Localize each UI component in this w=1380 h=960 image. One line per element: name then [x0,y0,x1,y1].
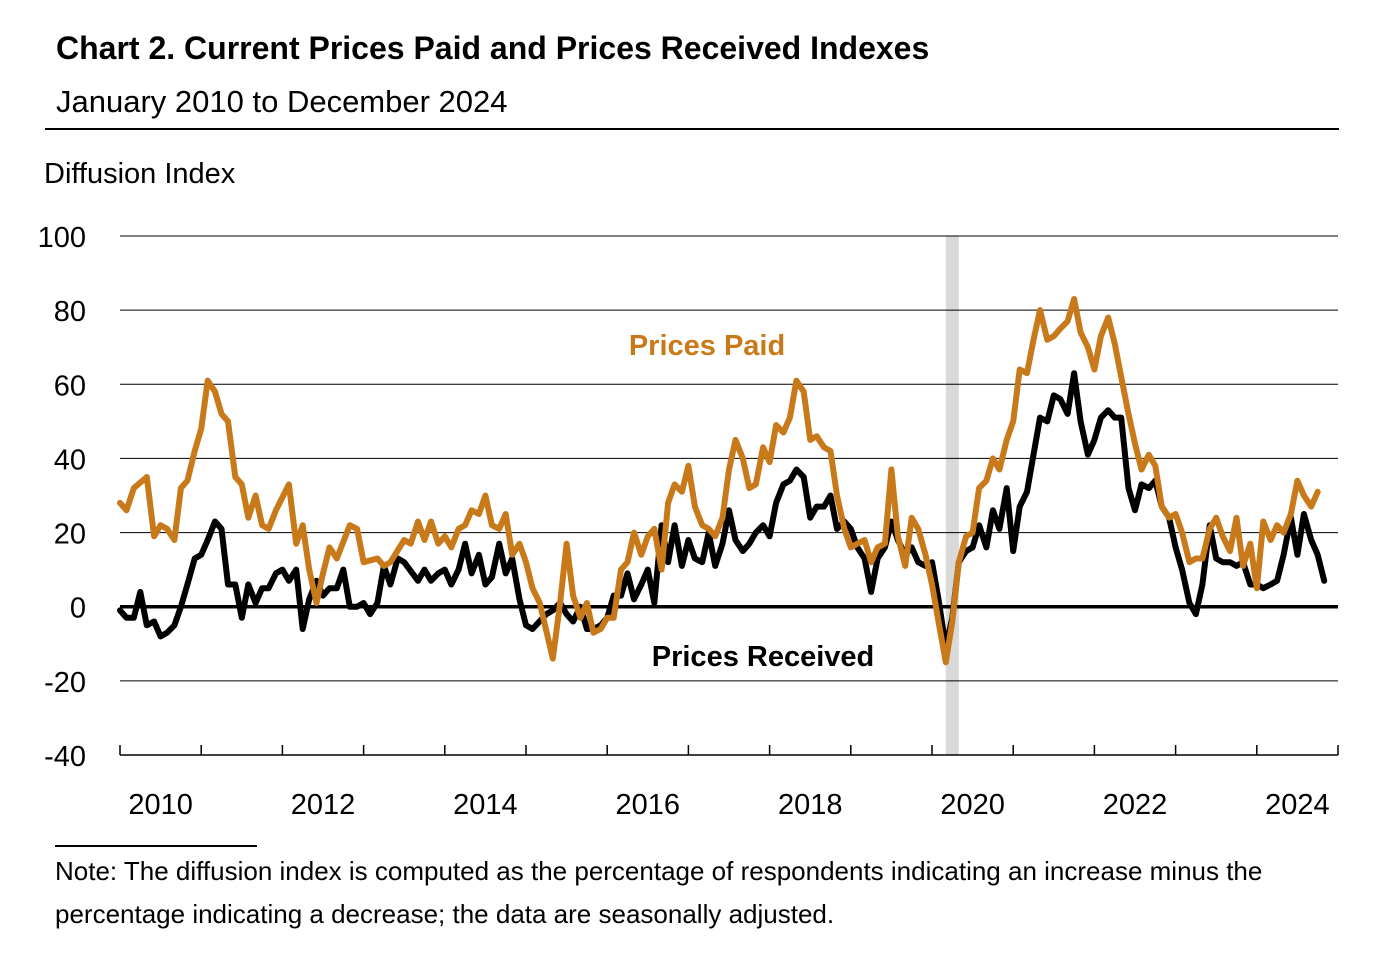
y-tick-label: 100 [38,222,86,254]
y-tick-label: 40 [54,444,86,476]
series-lines [117,296,1328,666]
chart-title: Chart 2. Current Prices Paid and Prices … [56,30,930,66]
y-tick-label: 0 [70,593,86,625]
series-label-prices-paid: Prices Paid [629,330,785,362]
gridlines [120,235,1338,682]
y-tick-label: 60 [54,370,86,402]
recession-band [945,236,959,755]
x-tick-label: 2016 [616,789,681,821]
x-tick-label: 2014 [453,789,518,821]
x-tick-label: 2010 [128,789,193,821]
footnote-rule [55,845,257,847]
y-tick-label: -40 [44,741,86,773]
chart-subtitle: January 2010 to December 2024 [56,84,508,119]
x-tick-label: 2012 [291,789,356,821]
y-tick-labels: -40 -20 0 20 40 60 80 100 [38,222,86,773]
x-tick-label: 2018 [778,789,843,821]
y-tick-label: -20 [44,667,86,699]
footnote: Note: The diffusion index is computed as… [55,856,1263,929]
title-rule [45,128,1339,130]
x-tick-labels: 2010 2012 2014 2016 2018 2020 2022 2024 [128,789,1329,821]
x-tick-label: 2022 [1103,789,1168,821]
x-ticks [119,745,1339,755]
y-axis-label: Diffusion Index [44,158,236,190]
series-line-prices-paid [117,296,1321,666]
x-tick-label: 2024 [1265,789,1330,821]
y-tick-label: 80 [54,296,86,328]
x-tick-label: 2020 [940,789,1005,821]
y-tick-label: 20 [54,519,86,551]
series-label-prices-received: Prices Received [652,641,874,673]
recession-band-group [945,236,959,755]
